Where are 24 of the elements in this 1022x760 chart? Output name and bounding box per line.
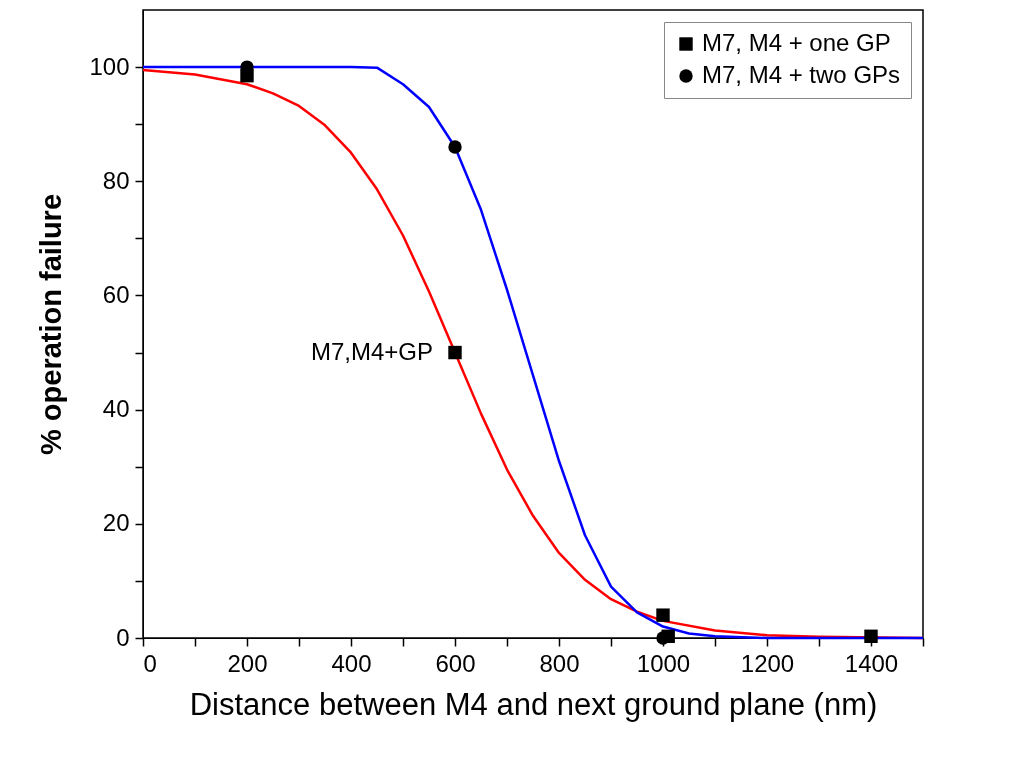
y-tick-label: 0 xyxy=(116,623,130,651)
y-tick-label: 100 xyxy=(89,52,130,80)
legend-label: M7, M4 + two GPs xyxy=(702,61,901,88)
point xyxy=(656,631,670,645)
x-tick-label: 1400 xyxy=(844,649,899,677)
legend-label: M7, M4 + one GP xyxy=(702,29,891,56)
y-tick-label: 20 xyxy=(102,509,130,537)
x-tick-label: 600 xyxy=(435,649,476,677)
x-tick-label: 1200 xyxy=(740,649,795,677)
x-tick-label: 800 xyxy=(539,649,580,677)
point xyxy=(448,345,462,360)
point xyxy=(448,140,462,154)
x-tick-label: 0 xyxy=(143,649,157,677)
x-tick-label: 200 xyxy=(227,649,268,677)
point xyxy=(864,629,878,643)
y-tick-label: 40 xyxy=(102,395,130,423)
y-axis-title: % operation failure xyxy=(35,193,68,456)
y-tick-label: 80 xyxy=(102,166,130,194)
x-tick-label: 1000 xyxy=(636,649,691,677)
y-tick-label: 60 xyxy=(102,280,130,308)
point xyxy=(656,608,670,622)
x-axis-title: Distance between M4 and next ground plane (nm) xyxy=(189,686,878,722)
annotation: M7,M4+GP xyxy=(310,337,433,365)
x-tick-label: 400 xyxy=(331,649,372,677)
